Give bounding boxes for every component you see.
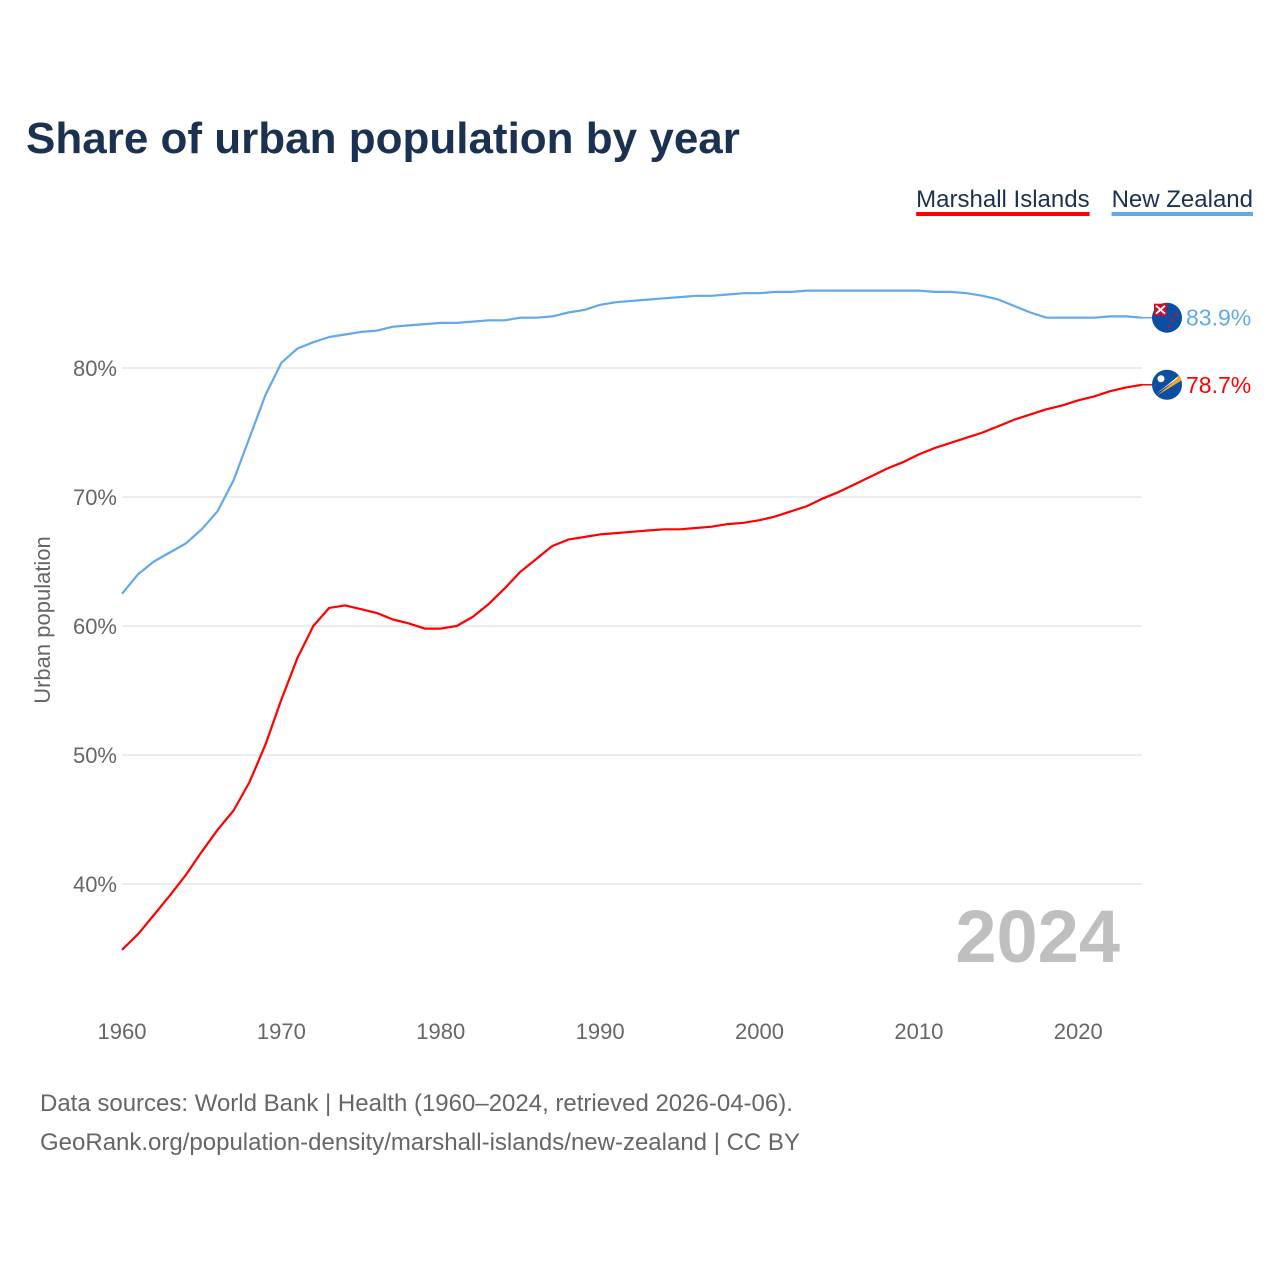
end-value-label: 78.7%	[1186, 372, 1251, 398]
x-tick-label: 1990	[576, 1019, 625, 1044]
legend-swatch	[916, 212, 1090, 216]
series-line-marshall-islands[interactable]	[121, 383, 1143, 951]
x-tick-label: 2010	[894, 1019, 943, 1044]
x-tick-label: 1970	[257, 1019, 306, 1044]
y-axis-label: Urban population	[30, 536, 55, 704]
x-tick-label: 2000	[735, 1019, 784, 1044]
legend-item-marshall-islands[interactable]: Marshall Islands	[916, 186, 1089, 213]
footer-sources: Data sources: World Bank | Health (1960–…	[40, 1090, 793, 1117]
series-lines	[121, 289, 1143, 951]
chart-title: Share of urban population by year	[26, 114, 740, 163]
series-line-new-zealand[interactable]	[121, 289, 1143, 595]
gridlines	[122, 367, 1142, 885]
footer-url[interactable]: GeoRank.org/population-density/marshall-…	[40, 1129, 800, 1156]
marshall-islands-flag-icon	[1152, 369, 1182, 400]
x-tick-label: 1980	[416, 1019, 465, 1044]
end-labels: 78.7% 83.9%	[1142, 302, 1251, 400]
end-value-label: 83.9%	[1186, 305, 1251, 331]
y-tick-label: 80%	[73, 356, 117, 381]
x-tick-label: 1960	[98, 1019, 147, 1044]
y-axis-ticks: 40% 50% 60% 70% 80%	[73, 356, 117, 897]
year-watermark: 2024	[955, 895, 1120, 978]
y-tick-label: 50%	[73, 743, 117, 768]
legend: New Zealand Marshall Islands	[916, 186, 1253, 216]
legend-item-new-zealand[interactable]: New Zealand	[1112, 186, 1253, 213]
legend-swatch	[1111, 212, 1253, 216]
new-zealand-flag-icon	[1152, 302, 1182, 333]
x-axis-ticks: 1960 1970 1980 1990 2000 2010 2020	[98, 1019, 1103, 1044]
y-tick-label: 40%	[73, 872, 117, 897]
y-tick-label: 70%	[73, 485, 117, 510]
y-tick-label: 60%	[73, 614, 117, 639]
x-tick-label: 2020	[1054, 1019, 1103, 1044]
